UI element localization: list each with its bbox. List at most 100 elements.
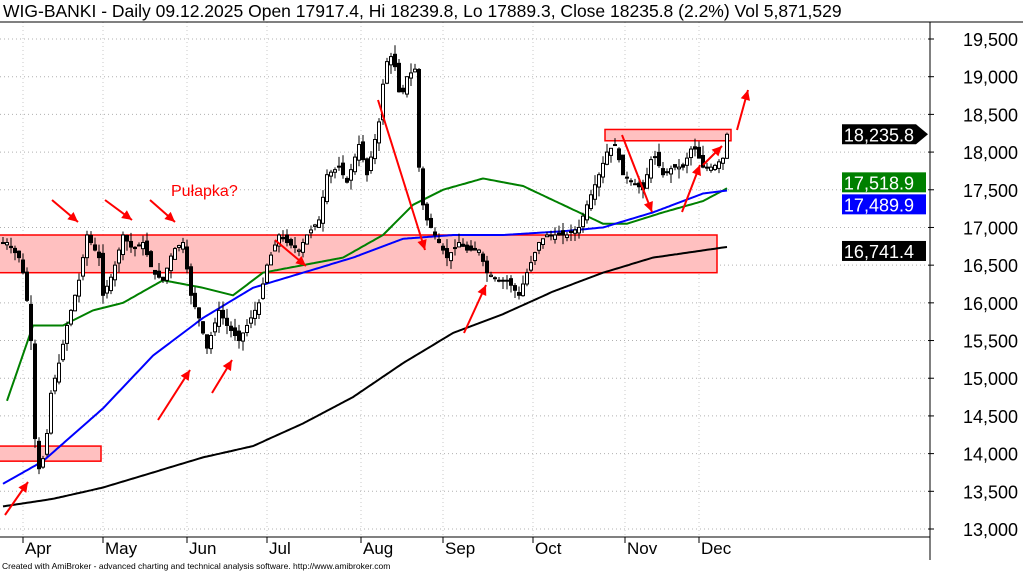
candle-body	[461, 243, 465, 247]
candle-body	[597, 174, 601, 188]
candle-body	[369, 156, 373, 172]
arrowhead-icon	[295, 255, 306, 266]
candle-body	[361, 141, 365, 161]
candle-body	[465, 244, 469, 251]
candle-body	[577, 226, 581, 234]
candle-body	[89, 234, 93, 244]
candle-body	[209, 335, 213, 350]
candle-body	[497, 279, 501, 282]
ma-green-tag: 17,518.9	[844, 173, 914, 193]
candle-body	[481, 253, 485, 262]
axes: 13,000 13,500 14,000 14,500 15,000 15,500 16,0…	[0, 21, 1023, 560]
candle-body	[505, 279, 509, 282]
candle-body	[289, 239, 293, 246]
candle-body	[541, 238, 545, 245]
candle-body	[657, 151, 661, 167]
candle-body	[133, 246, 137, 250]
y-tick-label: 19,000	[963, 68, 1018, 88]
candle-body	[585, 204, 589, 221]
x-tick-label: Jul	[269, 539, 291, 558]
candle-body	[293, 245, 297, 249]
x-tick-label: Aug	[363, 539, 393, 558]
candle-body	[253, 309, 257, 319]
candle-body	[713, 164, 717, 170]
candle-body	[321, 196, 325, 224]
candle-body	[9, 245, 13, 249]
candle-body	[105, 285, 109, 294]
x-tick-label: May	[105, 539, 138, 558]
x-tick-label: Nov	[627, 539, 658, 558]
candle-body	[341, 162, 345, 176]
candle-body	[653, 156, 657, 159]
candle-body	[273, 244, 277, 252]
candle-body	[697, 146, 701, 159]
candle-body	[381, 83, 385, 121]
y-tick-label: 18,500	[963, 105, 1018, 125]
candle-body	[721, 157, 725, 164]
candle-body	[397, 62, 401, 93]
candle-body	[333, 169, 337, 173]
candle-body	[213, 322, 217, 333]
candle-body	[185, 246, 189, 270]
candle-body	[705, 166, 709, 169]
chart-title: WIG-BANKI - Daily 09.12.2025 Open 17917.…	[3, 1, 842, 21]
arrowhead-icon	[643, 201, 653, 212]
candle-body	[153, 269, 157, 275]
candle-body	[665, 171, 669, 174]
candle-body	[269, 254, 273, 266]
candle-body	[429, 217, 433, 228]
moving-averages	[2, 177, 728, 508]
candle-body	[365, 158, 369, 176]
ma-blue-tag-bg	[842, 194, 926, 215]
candle-body	[421, 168, 425, 206]
candle-body	[113, 264, 117, 281]
candle-body	[509, 278, 513, 286]
candle-body	[605, 151, 609, 165]
last-close-tag-bg	[842, 124, 928, 145]
candle-body	[673, 164, 677, 168]
candle-body	[297, 249, 301, 252]
candle-body	[41, 458, 45, 468]
candle-body	[529, 262, 533, 271]
candle-body	[357, 144, 361, 161]
candle-body	[61, 343, 65, 361]
candle-body	[413, 68, 417, 73]
candle-body	[317, 219, 321, 228]
ma-line-0000ff	[2, 189, 728, 485]
candle-body	[277, 234, 281, 247]
candle-body	[77, 279, 81, 297]
candle-body	[581, 215, 585, 228]
candle-body	[645, 174, 649, 189]
candle-body	[285, 234, 289, 244]
candle-body	[233, 327, 237, 337]
candle-body	[125, 235, 129, 242]
last-close-tag: 18,235.8	[844, 125, 914, 145]
y-tick-label: 16,500	[963, 256, 1018, 276]
candle-body	[121, 234, 125, 256]
candle-body	[625, 176, 629, 179]
candle-body	[221, 309, 225, 319]
candle-body	[33, 343, 37, 440]
candle-body	[661, 168, 665, 176]
candle-body	[81, 257, 85, 277]
arrowhead-icon	[417, 239, 427, 250]
candle-body	[265, 264, 269, 283]
ma-blue-tag: 17,489.9	[844, 195, 914, 215]
candles	[1, 45, 729, 475]
candle-body	[609, 147, 613, 156]
candle-body	[1, 242, 5, 245]
candle-body	[65, 324, 69, 344]
candle-body	[245, 324, 249, 334]
candle-body	[261, 283, 265, 299]
candle-body	[25, 271, 29, 301]
arrowhead-icon	[222, 360, 232, 371]
candle-body	[489, 274, 493, 277]
candle-body	[205, 334, 209, 349]
candle-body	[613, 144, 617, 147]
x-tick-label: Sep	[445, 539, 475, 558]
candle-body	[225, 317, 229, 326]
candle-body	[537, 242, 541, 251]
y-tick-label: 17,500	[963, 181, 1018, 201]
candle-body	[633, 183, 637, 186]
candle-body	[517, 291, 521, 296]
